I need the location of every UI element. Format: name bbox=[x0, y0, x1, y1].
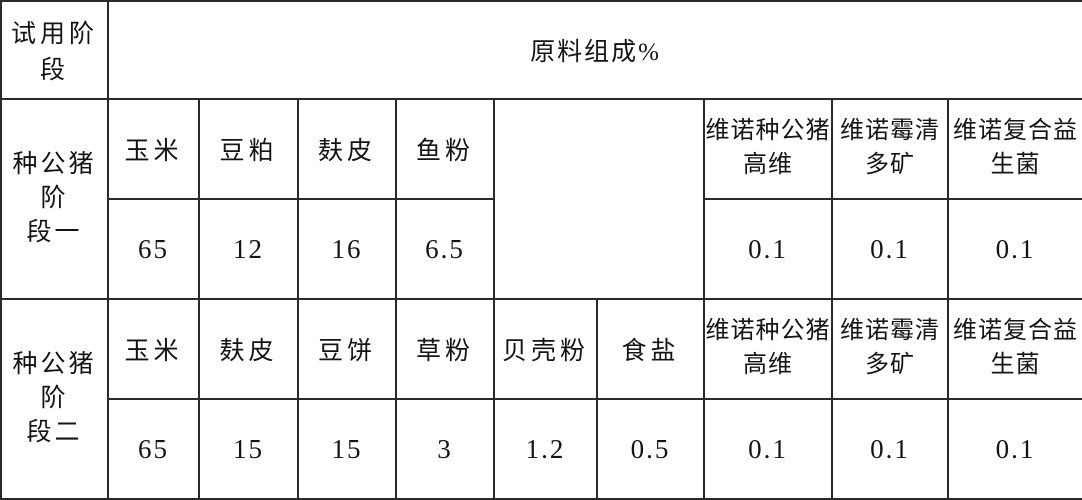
stage1-additive-boar-vitamin: 维诺种公猪 高维 bbox=[703, 98, 833, 200]
stage1-additive-mold-mineral: 维诺霉清 多矿 bbox=[831, 98, 949, 200]
stage1-value-probiotic: 0.1 bbox=[946, 198, 1082, 300]
stage1-ingredient-fish-meal: 鱼粉 bbox=[395, 98, 495, 200]
stage2-additive-mold-mineral: 维诺霉清 多矿 bbox=[831, 298, 949, 400]
stage1-value-soybean-meal: 12 bbox=[198, 198, 299, 300]
stage2-additive-boar-vitamin: 维诺种公猪 高维 bbox=[703, 298, 833, 400]
stage2-ingredient-grass-powder: 草粉 bbox=[395, 298, 495, 400]
stage2-value-boar-vitamin: 0.1 bbox=[703, 398, 833, 500]
stage2-value-salt: 0.5 bbox=[596, 398, 705, 500]
stage1-value-corn: 65 bbox=[107, 198, 200, 300]
stage1-label-cell: 种公猪阶 段一 bbox=[0, 98, 109, 300]
stage1-ingredient-row: 种公猪阶 段一 玉米 豆粕 麸皮 鱼粉 维诺种公猪 高维 维诺霉清 多矿 维诺复… bbox=[0, 98, 1082, 300]
stage1-value-wheat-bran: 16 bbox=[297, 198, 397, 300]
stage2-label-cell: 种公猪阶 段二 bbox=[0, 298, 109, 500]
stage2-value-row: 65 15 15 3 1.2 0.5 0.1 0.1 0.1 bbox=[1, 398, 1082, 500]
stage2-additive-probiotic: 维诺复合益 生菌 bbox=[946, 298, 1082, 400]
stage2-value-mold-mineral: 0.1 bbox=[831, 398, 949, 500]
stage2-value-grass-powder: 3 bbox=[395, 398, 495, 500]
stage1-value-fish-meal: 6.5 bbox=[395, 198, 495, 300]
corner-cell-trial-stage: 试用阶段 bbox=[0, 0, 109, 100]
stage2-value-soybean-cake: 15 bbox=[297, 398, 397, 500]
stage2-value-wheat-bran: 15 bbox=[198, 398, 299, 500]
stage1-additive-probiotic: 维诺复合益 生菌 bbox=[946, 98, 1082, 200]
stage2-ingredient-row: 种公猪阶 段二 玉米 麸皮 豆饼 草粉 贝壳粉 食盐 维诺种公猪 高维 维诺霉清… bbox=[0, 298, 1082, 500]
stage1-ingredient-soybean-meal: 豆粕 bbox=[198, 98, 299, 200]
stage2-value-probiotic: 0.1 bbox=[946, 398, 1082, 500]
stage2-ingredient-salt: 食盐 bbox=[596, 298, 705, 400]
stage2-ingredient-corn: 玉米 bbox=[107, 298, 200, 400]
stage2-ingredient-soybean-cake: 豆饼 bbox=[297, 298, 397, 400]
stage1-ingredient-corn: 玉米 bbox=[107, 98, 200, 200]
stage2-ingredient-shell-powder: 贝壳粉 bbox=[493, 298, 598, 400]
stage1-value-boar-vitamin: 0.1 bbox=[703, 198, 833, 300]
stage2-value-shell-powder: 1.2 bbox=[493, 398, 598, 500]
stage1-value-mold-mineral: 0.1 bbox=[831, 198, 949, 300]
stage2-ingredient-wheat-bran: 麸皮 bbox=[198, 298, 299, 400]
header-row: 试用阶段 原料组成% bbox=[0, 0, 1082, 100]
stage1-empty-merged-cell bbox=[493, 98, 705, 300]
stage1-ingredient-wheat-bran: 麸皮 bbox=[297, 98, 397, 200]
stage2-value-corn: 65 bbox=[107, 398, 200, 500]
header-cell-composition: 原料组成% bbox=[106, 0, 1082, 100]
stage1-value-row: 65 12 16 6.5 0.1 0.1 0.1 bbox=[1, 198, 1082, 300]
